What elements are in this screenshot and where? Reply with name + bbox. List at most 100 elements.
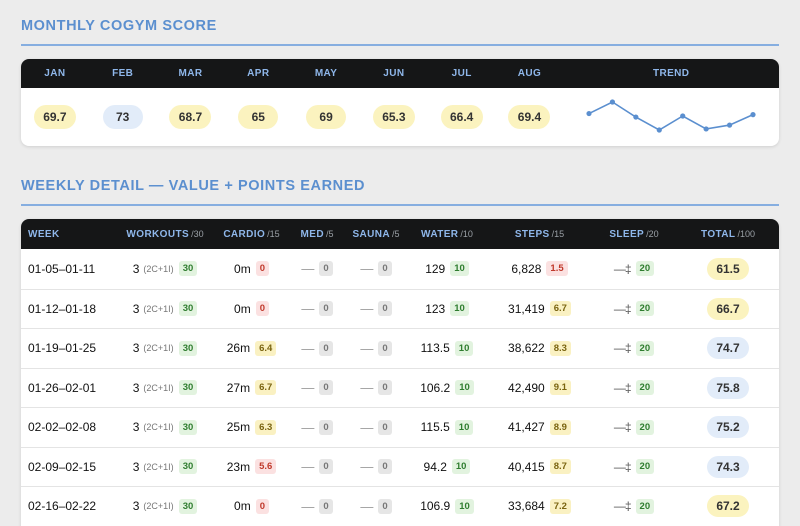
total-cell: 66.7 — [677, 297, 779, 320]
cardio-value: 26m — [226, 341, 251, 356]
total-score-pill: 74.3 — [707, 455, 749, 478]
monthly-score-card: JAN FEB MAR APR MAY JUN JUL AUG TREND 69.7 73 68.7… — [21, 59, 779, 146]
water-cell: 94.2 10 — [406, 459, 488, 475]
trend-point-feb — [610, 99, 616, 105]
water-value: 115.5 — [420, 420, 450, 435]
month-score-pill: 69.4 — [508, 105, 551, 129]
table-row[interactable]: 01-12–01-18 3 (2C+1I) 30 0m 0—0—0 123 10 31,419 6… — [21, 288, 779, 329]
workouts-value: 3 — [132, 499, 140, 514]
week-range: 01-05–01-11 — [28, 261, 96, 276]
trend-point-jun — [703, 126, 709, 132]
workouts-cell: 3 (2C+1I) 30 — [115, 380, 215, 396]
med-value: — — [301, 380, 315, 396]
sauna-value: — — [360, 380, 374, 396]
week-cell: 02-02–02-08 — [21, 420, 115, 434]
sleep-points-badge: 20 — [635, 459, 655, 475]
month-label: JUL — [451, 68, 472, 79]
sauna-points-badge: 0 — [378, 498, 392, 514]
water-points-badge: 10 — [450, 261, 469, 277]
weekly-detail-table: WEEK WORKOUTS/30 CARDIO/15 MED/5 SAUNA/5 WATE… — [21, 219, 779, 526]
sauna-cell: —0 — [346, 340, 406, 356]
steps-value: 6,828 — [511, 261, 542, 276]
workouts-value: 3 — [132, 380, 140, 395]
water-cell: 113.5 10 — [406, 340, 488, 356]
total-cell: 61.5 — [677, 257, 779, 280]
water-cell: 115.5 10 — [406, 419, 488, 435]
med-value: — — [301, 340, 315, 356]
week-range: 01-19–01-25 — [28, 341, 97, 356]
month-header-mar: MAR — [157, 59, 225, 88]
header-label: MED — [300, 228, 324, 240]
header-week[interactable]: WEEK — [21, 219, 115, 249]
month-label: FEB — [112, 68, 134, 79]
workouts-breakdown: (2C+1I) — [143, 422, 174, 433]
table-row[interactable]: 02-09–02-15 3 (2C+1I) 30 23m 5.6—0—0 94.2 10 40,… — [21, 446, 779, 487]
cardio-points-badge: 0 — [255, 261, 269, 277]
med-points-badge: 0 — [319, 261, 333, 277]
sleep-value: —‡ — [613, 261, 632, 276]
sauna-cell: —0 — [346, 498, 406, 514]
month-score-cell: 69 — [292, 88, 360, 146]
steps-cell: 33,684 7.2 — [488, 498, 591, 514]
water-points-badge: 10 — [455, 380, 474, 396]
cardio-value: 23m — [226, 459, 251, 474]
table-row[interactable]: 02-02–02-08 3 (2C+1I) 30 25m 6.3—0—0 115.5 10 41… — [21, 407, 779, 447]
month-score-cell: 65.3 — [360, 88, 428, 146]
sleep-value: —‡ — [613, 301, 632, 316]
workouts-points-badge: 30 — [178, 498, 198, 514]
header-sleep[interactable]: SLEEP/20 — [591, 219, 677, 249]
month-header-aug: AUG — [496, 59, 564, 88]
header-steps[interactable]: STEPS/15 — [488, 219, 591, 249]
week-range: 01-12–01-18 — [28, 301, 97, 316]
sauna-value: — — [360, 498, 374, 514]
sleep-cell: —‡ 20 — [591, 301, 677, 317]
steps-value: 41,427 — [508, 420, 545, 435]
workouts-breakdown: (2C+1I) — [143, 263, 174, 274]
month-header-apr: APR — [224, 59, 292, 88]
month-score-pill: 69 — [306, 105, 347, 129]
workouts-cell: 3 (2C+1I) 30 — [115, 340, 215, 356]
weekly-section-title: WEEKLY DETAIL — VALUE + POINTS EARNED — [21, 178, 779, 206]
table-row[interactable]: 01-26–02-01 3 (2C+1I) 30 27m 6.7—0—0 106.2 10 42… — [21, 367, 779, 408]
header-med[interactable]: MED/5 — [288, 219, 346, 249]
sleep-value: —‡ — [613, 420, 632, 435]
header-sauna[interactable]: SAUNA/5 — [346, 219, 406, 249]
trend-sparkline — [586, 99, 756, 133]
water-value: 106.9 — [420, 499, 451, 514]
med-value: — — [301, 459, 315, 475]
header-water[interactable]: WATER/10 — [406, 219, 488, 249]
week-range: 01-26–02-01 — [28, 380, 97, 395]
med-cell: —0 — [288, 459, 346, 475]
cardio-value: 27m — [226, 380, 251, 395]
sleep-value: —‡ — [613, 499, 632, 514]
sleep-cell: —‡ 20 — [591, 459, 677, 475]
month-score-cell: 69.4 — [496, 88, 564, 146]
water-points-badge: 10 — [455, 498, 474, 514]
header-cardio[interactable]: CARDIO/15 — [215, 219, 288, 249]
med-value: — — [301, 419, 315, 435]
table-row[interactable]: 01-19–01-25 3 (2C+1I) 30 26m 6.4—0—0 113.5 10 38… — [21, 328, 779, 368]
header-label: STEPS — [514, 228, 550, 240]
sleep-points-badge: 20 — [635, 301, 655, 317]
table-row[interactable]: 01-05–01-11 3 (2C+1I) 30 0m 0—0—0 129 10 6,828 1.… — [21, 249, 779, 289]
steps-cell: 31,419 6.7 — [488, 301, 591, 317]
table-row[interactable]: 02-16–02-22 3 (2C+1I) 30 0m 0—0—0 106.9 10 33,68… — [21, 486, 779, 526]
header-max: /15 — [551, 229, 565, 239]
steps-cell: 38,622 8.3 — [488, 340, 591, 356]
week-cell: 01-26–02-01 — [21, 381, 115, 395]
med-points-badge: 0 — [319, 301, 333, 317]
med-points-badge: 0 — [319, 380, 333, 396]
water-cell: 106.2 10 — [406, 380, 488, 396]
header-workouts[interactable]: WORKOUTS/30 — [115, 219, 215, 249]
header-total[interactable]: TOTAL/100 — [677, 219, 779, 249]
week-cell: 01-19–01-25 — [21, 341, 115, 355]
water-value: 113.5 — [420, 341, 450, 356]
sauna-value: — — [360, 419, 374, 435]
cardio-points-badge: 5.6 — [255, 459, 277, 475]
water-cell: 106.9 10 — [406, 498, 488, 514]
month-score-pill: 68.7 — [169, 105, 212, 129]
steps-value: 40,415 — [508, 459, 545, 474]
cardio-cell: 23m 5.6 — [215, 459, 288, 475]
steps-value: 42,490 — [508, 380, 545, 395]
month-label: JAN — [44, 68, 66, 79]
